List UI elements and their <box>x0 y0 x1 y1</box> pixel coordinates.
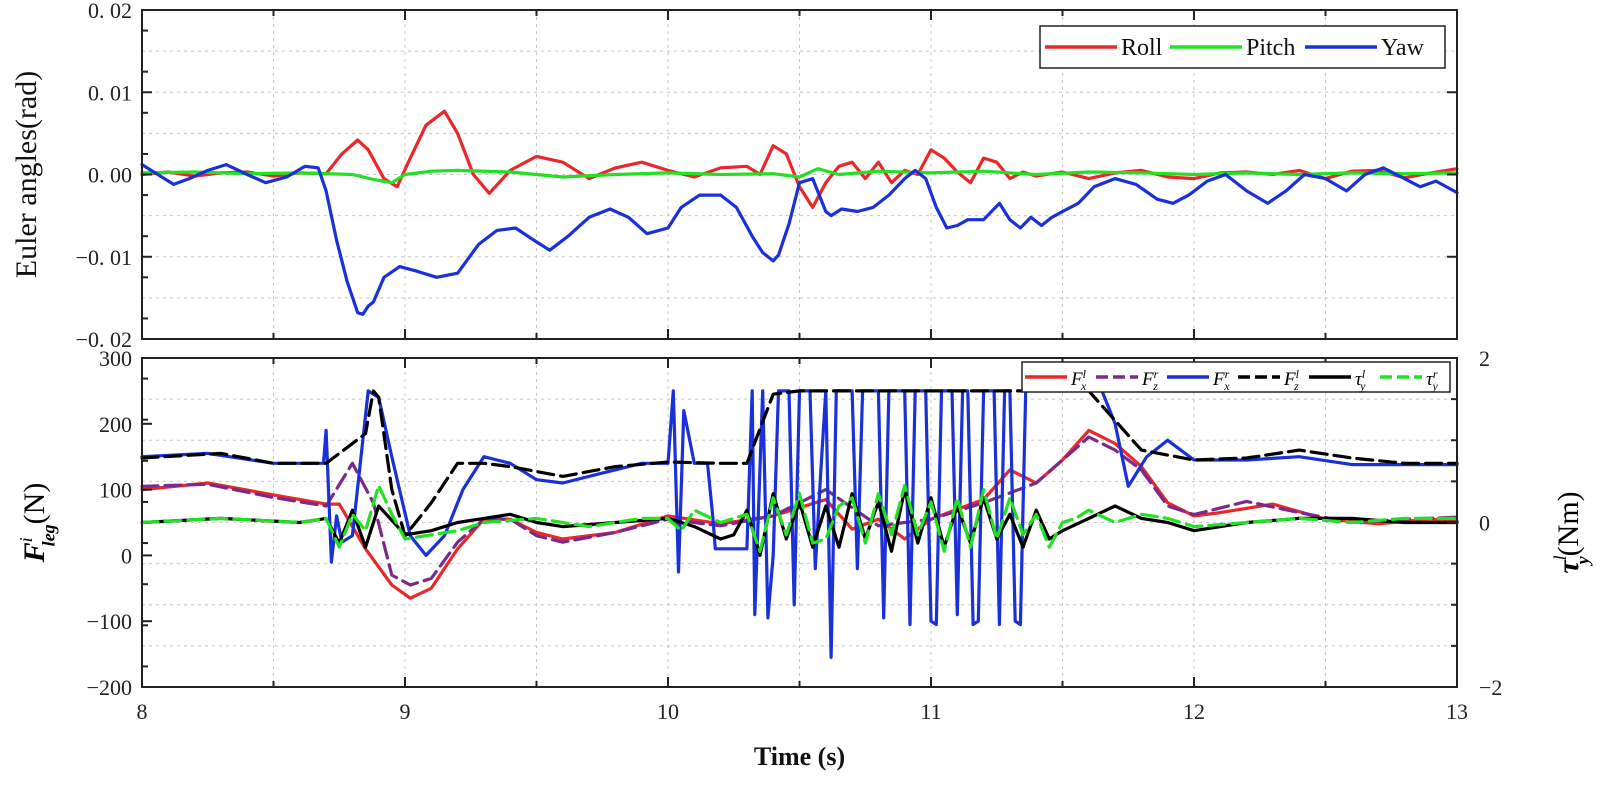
y-tick-label: 300 <box>99 346 132 371</box>
y-axis-label-main: F <box>18 542 51 563</box>
y2-axis-label-text: τl y(Nm) <box>1550 491 1593 573</box>
y2-axis-label-sub: y <box>1573 555 1593 566</box>
legend-label: Yaw <box>1381 35 1425 61</box>
series-line-Pitch <box>140 167 1459 185</box>
legend-label-sub: x <box>1080 379 1087 393</box>
y2-tick-label: −2 <box>1479 675 1502 700</box>
legend-label-main: F <box>1141 369 1154 390</box>
y-tick-label: 200 <box>99 412 132 437</box>
legend-label-main: F <box>1070 369 1083 390</box>
legend-label-main: τ <box>1426 369 1434 390</box>
y-tick-label: 0. 02 <box>88 0 132 23</box>
legend-label-sub: z <box>1293 379 1299 393</box>
leg-force-panel: 300 200 100 0 −100 −200 2 0 −2 8 9 10 11 12 13 Time (s)… <box>16 346 1593 771</box>
y2-tick-label: 0 <box>1479 511 1490 536</box>
legend-label: Fl z <box>1283 367 1300 393</box>
legend-label: Fr z <box>1141 367 1159 393</box>
legend-label-main: F <box>1212 369 1225 390</box>
y-tick-label: 0. 00 <box>88 163 132 188</box>
legend-label: τr y <box>1426 367 1438 393</box>
series-line-τ_y^r <box>140 483 1459 553</box>
y-axis-label-text: Fi leg(N) <box>16 483 59 564</box>
series-line-Yaw <box>140 163 1459 316</box>
legend-label-sup: l <box>1362 367 1366 381</box>
legend-label-sub: y <box>1359 379 1366 393</box>
y-tick-label: 0 <box>121 543 132 568</box>
y-tick-label: −0. 01 <box>76 245 132 270</box>
y2-tick-label: 2 <box>1479 346 1490 371</box>
y2-axis-label-sup: l <box>1550 555 1570 560</box>
x-tick-label: 10 <box>657 699 679 724</box>
y-tick-label: −200 <box>87 675 132 700</box>
legend-label-sub: x <box>1223 379 1230 393</box>
legend-label-sub: y <box>1431 379 1438 393</box>
x-tick-label: 8 <box>137 699 148 724</box>
series-line-F_z^r <box>140 435 1459 587</box>
legend-label-main: τ <box>1355 369 1363 390</box>
y-axis-label-sup: i <box>16 537 36 542</box>
y-tick-label: −100 <box>87 609 132 634</box>
series-line-τ_y^l <box>140 488 1459 557</box>
legend-label: Roll <box>1121 35 1163 61</box>
legend-label-sup: r <box>1154 367 1159 381</box>
legend-label-sup: l <box>1296 367 1300 381</box>
euler-angles-panel: 0. 02 0. 01 0. 00 −0. 01 −0. 02 Euler angles(… <box>10 0 1459 352</box>
legend-label-sup: r <box>1225 367 1230 381</box>
y-axis-label: Fi leg(N) <box>16 483 59 564</box>
legend-label-sup: l <box>1083 367 1087 381</box>
legend-label: Fl x <box>1070 367 1087 393</box>
legend-label-sup: r <box>1433 367 1438 381</box>
y-tick-label: 0. 01 <box>88 80 132 105</box>
legend: Roll Pitch Yaw <box>1039 25 1446 69</box>
x-tick-label: 9 <box>400 699 411 724</box>
series-line-Roll <box>140 109 1459 209</box>
legend-label: Fr x <box>1212 367 1230 393</box>
legend-label-main: F <box>1283 369 1296 390</box>
legend: Fl x Fr z Fr x Fl z τl y τr y <box>1021 361 1451 393</box>
y2-axis-label-main: τ <box>1552 559 1585 574</box>
x-tick-label: 11 <box>920 699 941 724</box>
y-axis-label: Euler angles(rad) <box>10 71 43 278</box>
legend-label-sub: z <box>1152 379 1158 393</box>
y-tick-label: −0. 02 <box>76 327 132 352</box>
x-tick-label: 13 <box>1446 699 1468 724</box>
series-line-F_z^l <box>140 389 1459 538</box>
y-axis-label-sub: leg <box>39 524 59 546</box>
y2-axis-label: τl y(Nm) <box>1550 491 1593 573</box>
y2-axis-label-unit: (Nm) <box>1552 491 1585 556</box>
legend-box <box>1021 361 1451 393</box>
legend-label: τl y <box>1355 367 1366 393</box>
x-tick-label: 12 <box>1183 699 1205 724</box>
x-axis-label: Time (s) <box>754 742 845 771</box>
legend-label: Pitch <box>1246 35 1295 61</box>
y-axis-label-unit: (N) <box>18 483 51 525</box>
y-tick-label: 100 <box>99 478 132 503</box>
